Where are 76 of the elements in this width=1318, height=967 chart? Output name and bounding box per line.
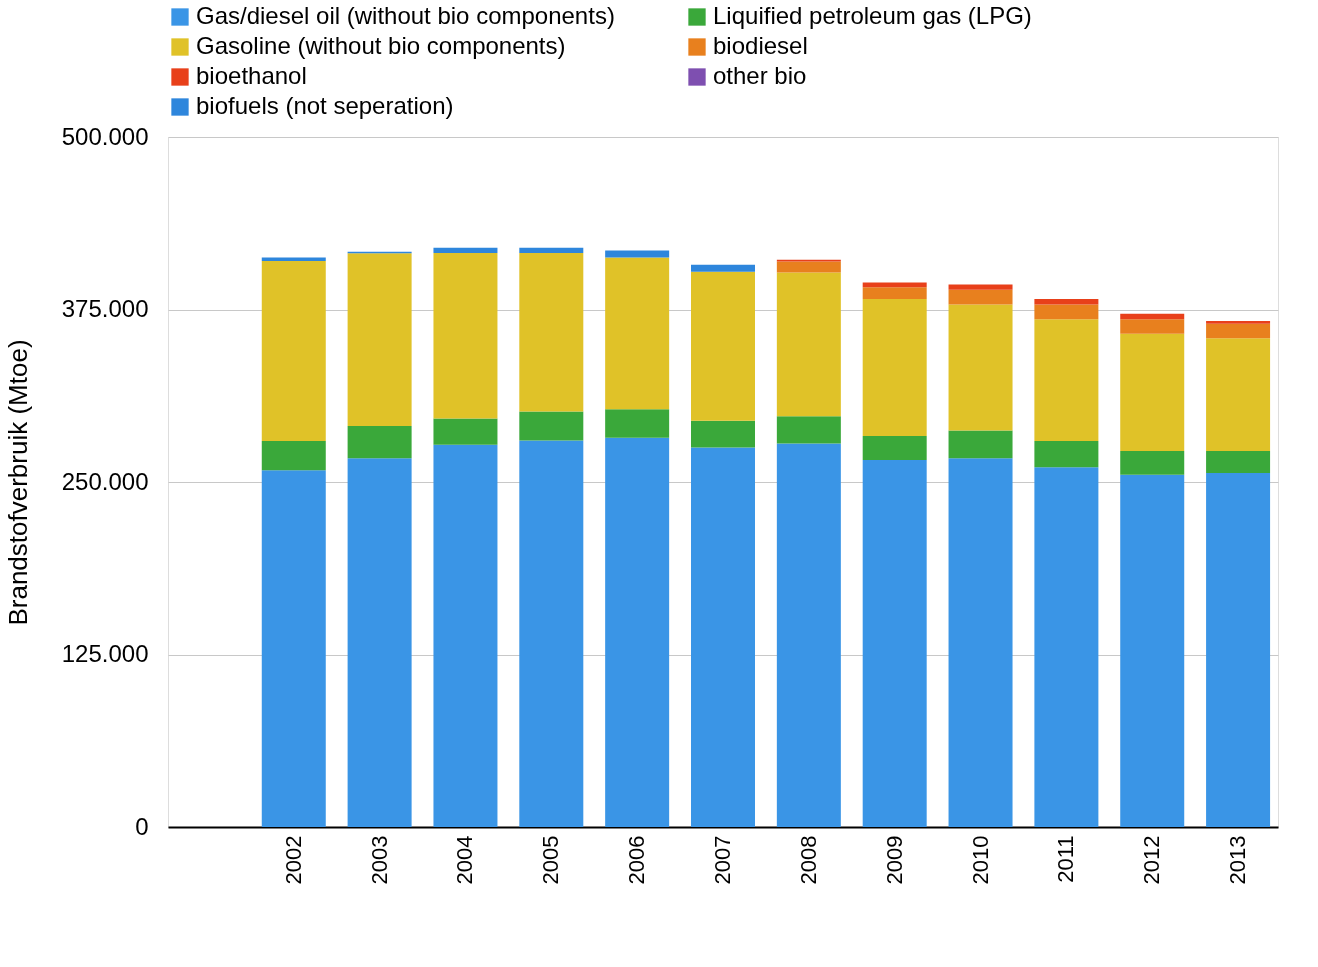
bar (347, 253, 412, 426)
bar (691, 420, 755, 448)
bar (433, 252, 498, 419)
bar (347, 425, 412, 459)
bar (433, 418, 498, 445)
y-tick-label: 250.000 (61, 467, 149, 495)
bar (433, 247, 498, 253)
bar (862, 299, 927, 436)
bar (948, 289, 1013, 305)
bar (691, 264, 755, 272)
bar (1206, 323, 1271, 339)
bar (948, 458, 1013, 827)
legend-label: Gas/diesel oil (without bio components) (196, 2, 615, 29)
bar (862, 460, 927, 827)
x-tick-label: 2009 (881, 835, 907, 885)
x-tick-label: 2003 (366, 835, 392, 885)
bar (605, 437, 670, 827)
x-tick-label: 2007 (710, 835, 735, 885)
legend-label: Liquified petroleum gas (LPG) (713, 2, 1032, 29)
bar (776, 261, 841, 273)
x-tick-label: 2012 (1139, 835, 1165, 885)
bar (776, 272, 841, 417)
bar (519, 411, 584, 441)
y-tick-label: 375.000 (61, 295, 149, 322)
legend-label: other bio (713, 62, 807, 89)
bar (1034, 319, 1099, 441)
bar (1120, 313, 1185, 320)
bar (948, 284, 1013, 290)
bar (519, 440, 584, 827)
bar (1206, 338, 1271, 451)
bar (1120, 474, 1185, 827)
bar (1206, 472, 1271, 827)
bar (691, 447, 755, 827)
legend-label: bioethanol (196, 62, 307, 89)
legend-label: biodiesel (713, 32, 808, 59)
y-tick-label: 125.000 (61, 640, 149, 667)
bar (261, 440, 326, 471)
bar (261, 261, 326, 441)
bar (862, 435, 927, 461)
bar (1120, 319, 1185, 334)
bar (605, 250, 670, 258)
x-tick-label: 2006 (624, 835, 650, 885)
bar (1206, 450, 1271, 473)
bar (776, 416, 841, 444)
bar (1034, 304, 1099, 320)
bar (776, 443, 841, 827)
bar (261, 470, 326, 827)
legend-label: Gasoline (without bio components) (196, 32, 566, 59)
y-tick-label: 0 (135, 812, 149, 840)
y-axis-title: Brandstofverbruik (Mtoe) (2, 339, 33, 626)
bar (519, 252, 584, 412)
x-tick-label: 2013 (1225, 835, 1251, 885)
x-tick-label: 2002 (280, 835, 306, 885)
bar (1034, 467, 1099, 827)
bar (1120, 450, 1185, 475)
x-tick-label: 2004 (452, 835, 478, 885)
bar (862, 287, 927, 300)
x-tick-label: 2010 (967, 835, 993, 885)
bar (691, 271, 755, 421)
y-tick-label: 500.000 (61, 122, 149, 150)
x-tick-label: 2008 (795, 835, 821, 885)
bar (948, 304, 1013, 431)
bar (1206, 320, 1271, 324)
bar (1034, 440, 1099, 468)
legend-label: biofuels (not seperation) (196, 92, 454, 119)
bar (862, 282, 927, 288)
bar (948, 430, 1013, 459)
bar (1034, 299, 1099, 305)
x-tick-label: 2011 (1053, 835, 1079, 883)
x-tick-label: 2005 (538, 835, 564, 885)
bar (519, 247, 584, 253)
bar (605, 409, 670, 438)
bar (1120, 333, 1185, 451)
bar (433, 444, 498, 827)
bar (347, 458, 412, 827)
bar (605, 257, 670, 410)
